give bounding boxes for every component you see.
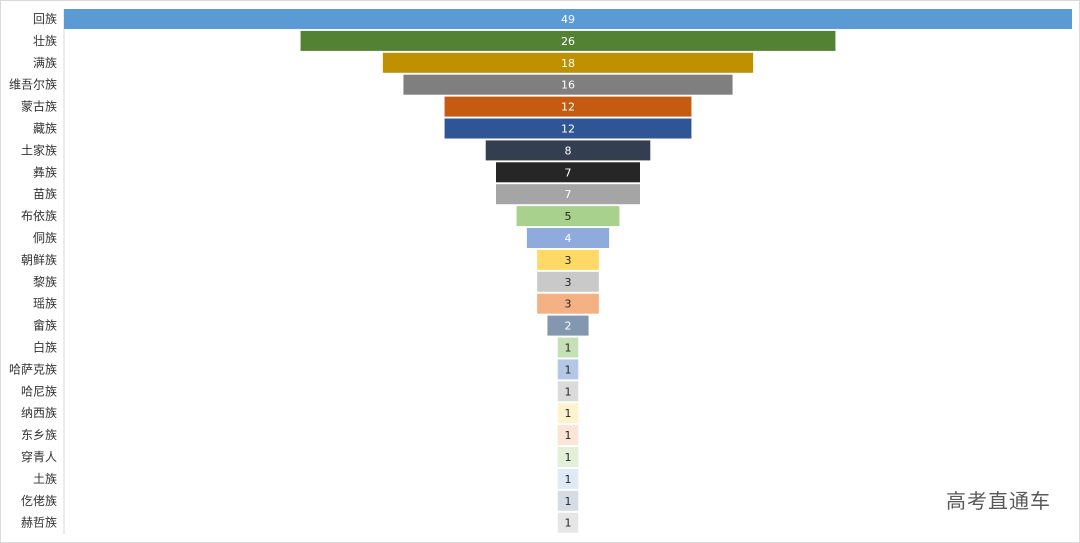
category-label-4: 蒙古族 (21, 99, 57, 114)
category-label-7: 彝族 (33, 164, 57, 179)
bar-19 (557, 425, 579, 446)
bar-9 (516, 206, 620, 227)
bar-12 (537, 271, 599, 292)
watermark-text: 高考直通车 (946, 489, 1051, 513)
data-label-11: 3 (565, 254, 572, 267)
category-label-2: 满族 (33, 56, 57, 70)
data-label-18: 1 (565, 407, 572, 420)
bar-3 (403, 74, 733, 95)
data-label-10: 4 (565, 232, 572, 245)
bar-17 (557, 381, 579, 402)
data-label-6: 8 (565, 144, 572, 157)
category-label-3: 维吾尔族 (9, 77, 57, 92)
data-label-21: 1 (565, 473, 572, 486)
data-label-19: 1 (565, 429, 572, 442)
data-label-7: 7 (565, 166, 572, 179)
category-label-18: 纳西族 (21, 406, 57, 420)
data-label-13: 3 (565, 298, 572, 311)
category-label-0: 回族 (33, 12, 57, 26)
data-label-16: 1 (565, 363, 572, 376)
data-label-17: 1 (565, 385, 572, 398)
data-label-23: 1 (565, 517, 572, 530)
data-label-9: 5 (565, 210, 572, 223)
data-label-3: 16 (561, 79, 575, 92)
data-label-2: 18 (561, 57, 575, 70)
bar-18 (557, 403, 579, 424)
bar-4 (444, 96, 692, 117)
bar-15 (557, 337, 579, 358)
category-label-20: 穿青人 (21, 449, 57, 464)
category-label-17: 哈尼族 (21, 384, 57, 398)
bar-1 (300, 30, 836, 51)
bar-7 (496, 162, 640, 183)
category-label-5: 藏族 (33, 122, 57, 136)
bar-5 (444, 118, 692, 139)
category-label-9: 布依族 (21, 208, 57, 223)
bar-14 (547, 315, 589, 336)
category-label-11: 朝鲜族 (21, 253, 57, 267)
bar-22 (557, 490, 579, 511)
bar-11 (537, 249, 599, 270)
category-label-6: 土家族 (21, 142, 57, 157)
bar-23 (557, 512, 579, 533)
category-label-21: 土族 (33, 472, 57, 486)
category-label-16: 哈萨克族 (9, 362, 57, 376)
bar-2 (382, 52, 754, 73)
data-label-5: 12 (561, 123, 575, 136)
category-label-23: 赫哲族 (21, 516, 57, 530)
data-label-0: 49 (561, 13, 575, 26)
bar-13 (537, 293, 599, 314)
category-label-14: 畲族 (33, 318, 57, 333)
category-label-10: 侗族 (33, 231, 57, 245)
bar-20 (557, 447, 579, 467)
category-label-13: 瑶族 (33, 297, 57, 311)
bar-10 (526, 228, 610, 248)
data-label-15: 1 (565, 342, 572, 355)
category-label-22: 仡佬族 (21, 494, 57, 508)
bar-0 (64, 9, 1072, 29)
data-label-22: 1 (565, 495, 572, 508)
data-label-4: 12 (561, 101, 575, 114)
bar-8 (496, 184, 640, 205)
bar-16 (557, 359, 579, 380)
category-label-8: 苗族 (33, 187, 57, 201)
bar-6 (485, 140, 651, 161)
data-label-1: 26 (561, 35, 575, 48)
data-label-8: 7 (565, 188, 572, 201)
category-label-12: 黎族 (33, 275, 57, 289)
data-label-12: 3 (565, 276, 572, 289)
category-label-1: 壮族 (33, 34, 57, 48)
data-label-20: 1 (565, 451, 572, 464)
category-label-15: 白族 (33, 340, 57, 355)
bar-21 (557, 468, 579, 489)
data-label-14: 2 (565, 320, 572, 333)
category-label-19: 东乡族 (21, 428, 57, 442)
